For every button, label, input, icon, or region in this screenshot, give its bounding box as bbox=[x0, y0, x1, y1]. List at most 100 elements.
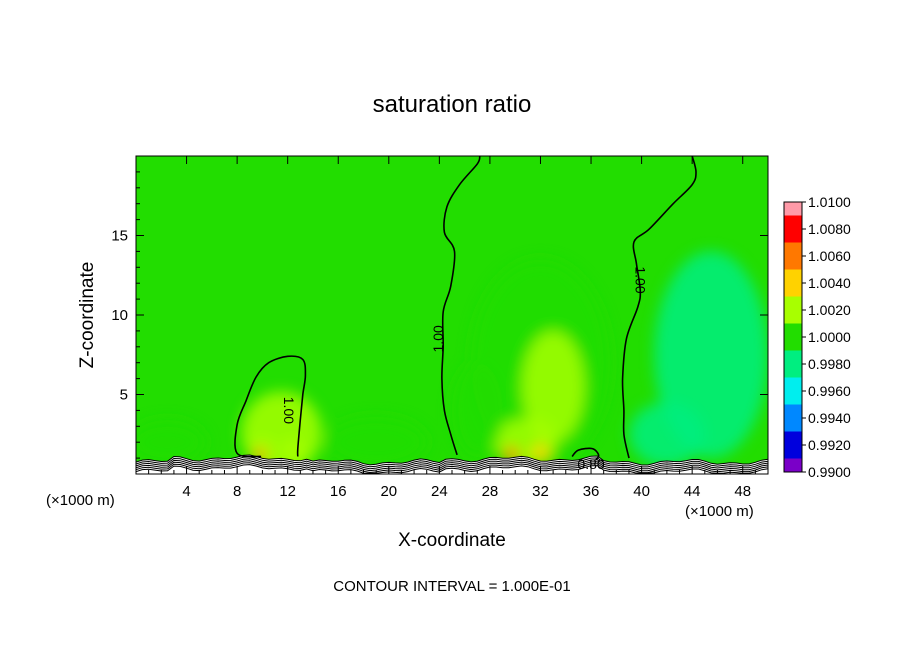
colorbar-label-5: 1.0000 bbox=[808, 329, 851, 345]
x-tick-label-8: 8 bbox=[233, 483, 241, 500]
x-tick-label-20: 20 bbox=[380, 483, 397, 500]
terrain-contour-1 bbox=[136, 456, 768, 468]
colorbar-label-9: 0.9920 bbox=[808, 437, 851, 453]
terrain-contour-4 bbox=[136, 462, 768, 474]
contour-label-3: 0.80 bbox=[577, 456, 604, 472]
contour-label-2: 1.00 bbox=[632, 266, 648, 293]
colorbar-label-1: 1.0080 bbox=[808, 221, 851, 237]
x-tick-label-40: 40 bbox=[633, 483, 650, 500]
colorbar-label-4: 1.0020 bbox=[808, 302, 851, 318]
colorbar-label-8: 0.9940 bbox=[808, 410, 851, 426]
contour-line-3 bbox=[571, 447, 600, 461]
colorbar-swatch-6-3 bbox=[784, 384, 802, 392]
contour-line-1 bbox=[441, 156, 481, 456]
colorbar-swatch-1-3 bbox=[784, 249, 802, 257]
colorbar-swatch-5-0 bbox=[784, 337, 802, 345]
field-blob-5 bbox=[521, 330, 585, 443]
colorbar-swatch-8-1 bbox=[784, 424, 802, 432]
colorbar-swatch-2-2 bbox=[784, 269, 802, 277]
colorbar-swatch-4-2 bbox=[784, 323, 802, 331]
y-tick-label-10: 10 bbox=[111, 307, 128, 324]
colorbar-swatch-4-0 bbox=[784, 310, 802, 318]
colorbar-swatch-4-1 bbox=[784, 316, 802, 324]
field-blob-12 bbox=[136, 419, 206, 465]
x-tick-label-36: 36 bbox=[583, 483, 600, 500]
x-axis-label: X-coordinate bbox=[398, 530, 506, 551]
colorbar-swatch-9-3 bbox=[784, 465, 802, 473]
colorbar-swatch-1-1 bbox=[784, 235, 802, 243]
contour-label-1: 1.00 bbox=[430, 325, 446, 352]
contour-line-0 bbox=[234, 355, 307, 458]
colorbar-swatch-3-1 bbox=[784, 289, 802, 297]
colorbar-swatch-0-3 bbox=[784, 222, 802, 230]
colorbar-swatch-0-2 bbox=[784, 215, 802, 223]
colorbar-label-0: 1.0100 bbox=[808, 194, 851, 210]
y-axis-label: Z-coordinate bbox=[77, 262, 98, 369]
colorbar-swatch-7-1 bbox=[784, 397, 802, 405]
x-axis-ticks: 4 8 12 16 20 24 28 32 36 40 44 48 bbox=[148, 156, 756, 500]
terrain-band bbox=[136, 454, 768, 474]
colorbar-label-2: 1.0060 bbox=[808, 248, 851, 264]
y-tick-label-15: 15 bbox=[111, 228, 128, 245]
x-tick-label-16: 16 bbox=[330, 483, 347, 500]
x-unit-left: (×1000 m) bbox=[46, 492, 115, 509]
colorbar-swatch-0-0 bbox=[784, 202, 802, 210]
x-tick-label-32: 32 bbox=[532, 483, 549, 500]
colorbar-swatch-8-2 bbox=[784, 431, 802, 439]
colorbar-label-7: 0.9960 bbox=[808, 383, 851, 399]
colorbar-swatch-6-1 bbox=[784, 370, 802, 378]
colorbar-swatch-7-2 bbox=[784, 404, 802, 412]
terrain-contour-2 bbox=[136, 458, 768, 470]
x-tick-label-12: 12 bbox=[279, 483, 296, 500]
field-blob-2 bbox=[281, 439, 305, 462]
x-tick-label-24: 24 bbox=[431, 483, 448, 500]
colorbar-swatch-4-3 bbox=[784, 330, 802, 338]
colorbar-swatch-7-0 bbox=[784, 391, 802, 399]
y-axis-ticks: 5 10 15 bbox=[111, 171, 768, 459]
colorbar-swatch-8-0 bbox=[784, 418, 802, 426]
field-blob-10 bbox=[628, 402, 705, 467]
colorbar-swatch-2-3 bbox=[784, 276, 802, 284]
colorbar-swatch-9-2 bbox=[784, 458, 802, 466]
colorbar-label-10: 0.9900 bbox=[808, 464, 851, 480]
colorbar-swatch-3-3 bbox=[784, 303, 802, 311]
x-tick-label-28: 28 bbox=[482, 483, 499, 500]
colorbar-swatch-9-0 bbox=[784, 445, 802, 453]
colorbar-swatch-8-3 bbox=[784, 438, 802, 446]
colorbar-swatch-1-0 bbox=[784, 229, 802, 237]
colorbar-swatch-2-1 bbox=[784, 262, 802, 270]
colorbar: 1.0100 1.0080 1.0060 1.0040 1.0020 1.0000 0.99… bbox=[783, 194, 851, 480]
x-tick-label-4: 4 bbox=[182, 483, 190, 500]
field-shading bbox=[136, 251, 768, 474]
field-blob-8 bbox=[531, 443, 550, 463]
field-blob-11 bbox=[325, 416, 427, 468]
contour-lines: 1.00 1.00 1.00 0.80 bbox=[234, 156, 697, 472]
colorbar-swatch-5-3 bbox=[784, 357, 802, 365]
colorbar-swatch-3-2 bbox=[784, 296, 802, 304]
colorbar-swatch-7-3 bbox=[784, 411, 802, 419]
colorbar-label-6: 0.9980 bbox=[808, 356, 851, 372]
colorbar-swatch-6-0 bbox=[784, 364, 802, 372]
x-tick-label-48: 48 bbox=[734, 483, 751, 500]
colorbar-swatch-5-2 bbox=[784, 350, 802, 358]
colorbar-label-3: 1.0040 bbox=[808, 275, 851, 291]
chart-title: saturation ratio bbox=[373, 91, 532, 118]
colorbar-swatch-9-1 bbox=[784, 451, 802, 459]
colorbar-swatch-1-2 bbox=[784, 242, 802, 250]
colorbar-swatch-6-2 bbox=[784, 377, 802, 385]
field-blob-13 bbox=[452, 362, 503, 459]
colorbar-swatch-3-0 bbox=[784, 283, 802, 291]
contour-field: 1.00 1.00 1.00 0.80 bbox=[136, 156, 768, 474]
contour-interval-note: CONTOUR INTERVAL = 1.000E-01 bbox=[333, 578, 570, 595]
x-tick-label-44: 44 bbox=[684, 483, 701, 500]
y-tick-label-5: 5 bbox=[120, 387, 128, 404]
contour-line-2 bbox=[621, 156, 697, 459]
x-unit-right: (×1000 m) bbox=[685, 503, 754, 520]
colorbar-swatch-0-1 bbox=[784, 208, 802, 216]
terrain-contour-3 bbox=[136, 460, 768, 472]
terrain-contour-5 bbox=[136, 464, 768, 474]
contour-label-0: 1.00 bbox=[281, 397, 297, 424]
colorbar-swatch-2-0 bbox=[784, 256, 802, 264]
colorbar-swatch-5-1 bbox=[784, 343, 802, 351]
